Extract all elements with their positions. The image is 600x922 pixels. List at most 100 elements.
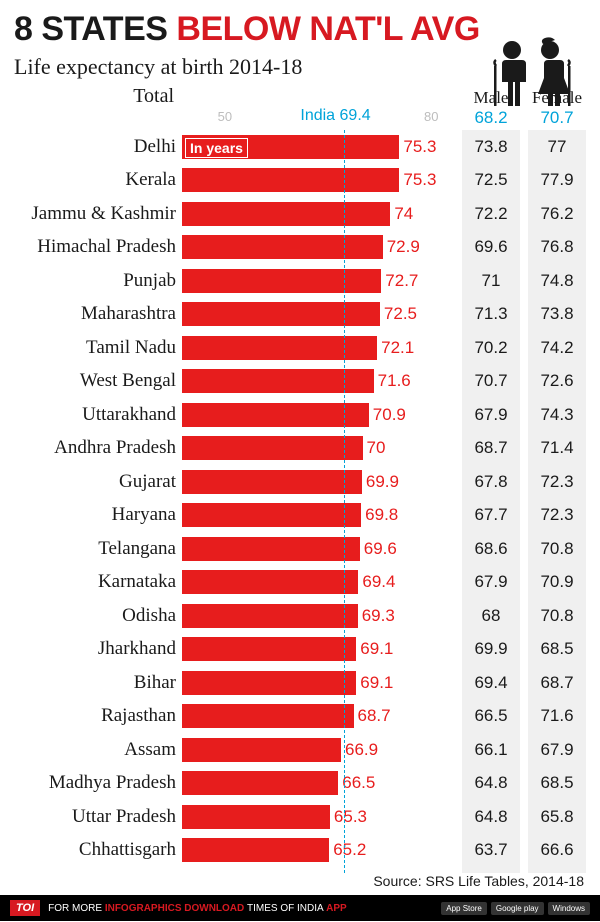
female-value: 71.4 [524,438,590,458]
in-years-badge: In years [185,138,248,158]
male-value: 69.6 [458,237,524,257]
state-name: Assam [14,739,182,761]
female-value: 76.2 [524,204,590,224]
female-value: 74.2 [524,338,590,358]
reference-line [344,130,345,873]
state-name: Uttar Pradesh [14,806,182,828]
female-value: 70.9 [524,572,590,592]
male-value: 64.8 [458,773,524,793]
male-value: 66.5 [458,706,524,726]
male-value: 67.8 [458,472,524,492]
female-value: 68.5 [524,639,590,659]
table-row: Jharkhand69.169.968.5 [14,633,590,667]
app-store-badge[interactable]: App Store [441,902,487,915]
bar-value: 69.6 [364,539,397,559]
axis-tick: 80 [424,109,438,124]
male-value: 70.2 [458,338,524,358]
bar-area: 69.1 [182,671,432,695]
bar-value: 69.4 [362,572,395,592]
female-value: 74.8 [524,271,590,291]
male-value: 64.8 [458,807,524,827]
bar: 69.1 [182,637,356,661]
female-value: 72.6 [524,371,590,391]
female-value: 77 [524,137,590,157]
header-total: Total [14,85,182,108]
state-name: Andhra Pradesh [14,437,182,459]
state-name: Tamil Nadu [14,337,182,359]
table-row: Uttarakhand70.967.974.3 [14,398,590,432]
male-value: 72.5 [458,170,524,190]
table-row: Andhra Pradesh7068.771.4 [14,432,590,466]
female-value: 77.9 [524,170,590,190]
toi-logo: TOI [10,900,40,916]
bar-value: 70 [367,438,386,458]
table-row: Tamil Nadu72.170.274.2 [14,331,590,365]
bar-area: 65.3 [182,805,432,829]
state-name: Himachal Pradesh [14,236,182,258]
app-store-badges: App Store Google play Windows [441,902,590,915]
state-name: Haryana [14,504,182,526]
bar-area: 66.5 [182,771,432,795]
bar-area: 66.9 [182,738,432,762]
bar-value: 69.9 [366,472,399,492]
female-value: 68.7 [524,673,590,693]
bar-value: 70.9 [373,405,406,425]
female-value: 74.3 [524,405,590,425]
bar-value: 68.7 [358,706,391,726]
bar-value: 69.1 [360,639,393,659]
bar-area: 65.2 [182,838,432,862]
windows-store-badge[interactable]: Windows [548,902,590,915]
bar-value: 72.1 [381,338,414,358]
state-name: Telangana [14,538,182,560]
table-row: Bihar69.169.468.7 [14,666,590,700]
google-play-badge[interactable]: Google play [491,902,544,915]
chart-rows: Delhi75.3In years73.877Kerala75.372.577.… [0,130,600,873]
table-row: Karnataka69.467.970.9 [14,566,590,600]
table-row: Jammu & Kashmir7472.276.2 [14,197,590,231]
bar: 69.8 [182,503,361,527]
state-name: Chhattisgarh [14,839,182,861]
bar-value: 74 [394,204,413,224]
table-row: Uttar Pradesh65.364.865.8 [14,800,590,834]
bar: 70.9 [182,403,369,427]
male-value: 63.7 [458,840,524,860]
female-value: 72.3 [524,472,590,492]
bar-area: 69.9 [182,470,432,494]
bar-area: 70 [182,436,432,460]
male-value: 67.7 [458,505,524,525]
bar: 66.5 [182,771,338,795]
state-name: Jharkhand [14,638,182,660]
male-value: 67.9 [458,405,524,425]
female-value: 70.8 [524,606,590,626]
state-name: West Bengal [14,370,182,392]
bar-area: 72.7 [182,269,432,293]
bar-area: 72.9 [182,235,432,259]
bar-area: 69.6 [182,537,432,561]
state-name: Punjab [14,270,182,292]
bar-value: 66.9 [345,740,378,760]
male-value: 66.1 [458,740,524,760]
bar: 68.7 [182,704,354,728]
bar-value: 71.6 [378,371,411,391]
table-row: Kerala75.372.577.9 [14,164,590,198]
male-value: 70.7 [458,371,524,391]
table-row: Gujarat69.967.872.3 [14,465,590,499]
bar: 69.3 [182,604,358,628]
bar-area: 71.6 [182,369,432,393]
table-row: West Bengal 71.6 70.772.6 [14,365,590,399]
axis-tick: 50 [218,109,232,124]
male-value: 72.2 [458,204,524,224]
table-row: Chhattisgarh65.263.766.6 [14,834,590,868]
bar: 72.7 [182,269,381,293]
bar: 72.1 [182,336,377,360]
bar-area: 69.1 [182,637,432,661]
table-row: Odisha69.36870.8 [14,599,590,633]
state-name: Karnataka [14,571,182,593]
india-avg-male: 68.2 [458,108,524,128]
bar: 75.3In years [182,135,399,159]
bar: 72.5 [182,302,380,326]
bar-value: 75.3 [403,137,436,157]
female-value: 68.5 [524,773,590,793]
female-value: 71.6 [524,706,590,726]
male-value: 71.3 [458,304,524,324]
